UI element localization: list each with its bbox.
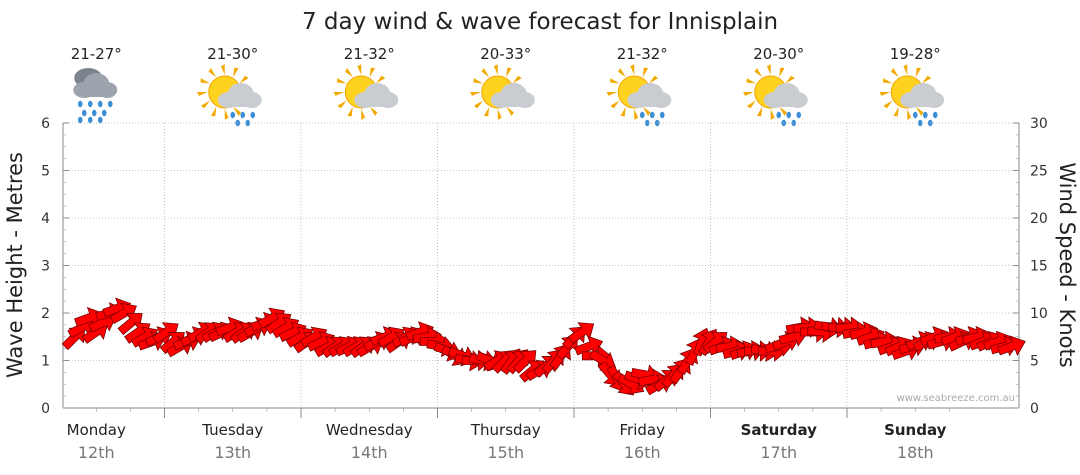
weather-icons: [73, 64, 945, 127]
sun-cloud-showers-icon: [197, 64, 262, 127]
left-tick-label: 5: [41, 164, 50, 180]
day-date: 18th: [897, 443, 934, 462]
day-temp-range: 21-32°: [617, 45, 668, 63]
wind-arrows: [61, 297, 1026, 396]
rain-cloud-icon: [73, 68, 118, 124]
left-tick-label: 2: [41, 306, 50, 322]
day-temp-range: 21-32°: [344, 45, 395, 63]
right-tick-label: 0: [1030, 401, 1039, 417]
day-name: Wednesday: [326, 421, 413, 439]
left-tick-label: 6: [41, 116, 50, 132]
wind-arrow: [996, 335, 1026, 356]
left-tick-label: 0: [41, 401, 50, 417]
day-name: Sunday: [884, 421, 947, 439]
day-date: 13th: [214, 443, 251, 462]
right-tick-label: 25: [1030, 164, 1048, 180]
left-tick-label: 3: [41, 259, 50, 275]
left-axis-ticks: 0 1 2 3 4 5 6: [41, 116, 69, 417]
day-date: 14th: [351, 443, 388, 462]
day-name: Tuesday: [201, 421, 263, 439]
day-date: 15th: [487, 443, 524, 462]
day-name: Saturday: [741, 421, 818, 439]
day-name: Monday: [67, 421, 126, 439]
right-axis-title: Wind Speed - Knots: [1055, 162, 1079, 367]
day-temp-range: 21-30°: [207, 45, 258, 63]
sun-cloud-icon: [333, 64, 399, 120]
sun-cloud-icon: [470, 64, 535, 120]
day-temp-range: 20-30°: [753, 45, 804, 63]
sun-cloud-showers-icon: [879, 64, 945, 127]
right-tick-label: 10: [1030, 306, 1048, 322]
day-temp-range: 21-27°: [71, 45, 122, 63]
day-temp-range: 20-33°: [480, 45, 531, 63]
left-axis-title: Wave Height - Metres: [3, 152, 27, 378]
day-date: 16th: [624, 443, 661, 462]
credit-text: www.seabreeze.com.au: [897, 393, 1015, 404]
right-tick-label: 30: [1030, 116, 1048, 132]
day-date: 12th: [78, 443, 115, 462]
day-name: Friday: [620, 421, 666, 439]
grid-lines: [63, 122, 1019, 408]
left-tick-label: 1: [41, 354, 50, 370]
sun-cloud-showers-icon: [743, 64, 808, 127]
right-tick-label: 15: [1030, 259, 1048, 275]
day-date: 17th: [760, 443, 797, 462]
day-labels: Monday 12th Tuesday 13th Wednesday 14th Thursd…: [67, 408, 950, 462]
daily-temperatures: 21-27° 21-30° 21-32° 20-33° 21-32° 20-30° 19-2…: [71, 45, 941, 63]
sun-cloud-showers-icon: [606, 64, 672, 127]
right-tick-label: 20: [1030, 211, 1048, 227]
day-name: Thursday: [470, 421, 541, 439]
day-temp-range: 19-28°: [890, 45, 941, 63]
left-tick-label: 4: [41, 211, 50, 227]
right-axis-ticks: 0 5 10 15 20 25 30: [1013, 116, 1048, 417]
chart-title: 7 day wind & wave forecast for Innisplai…: [302, 9, 778, 35]
right-tick-label: 5: [1030, 354, 1039, 370]
